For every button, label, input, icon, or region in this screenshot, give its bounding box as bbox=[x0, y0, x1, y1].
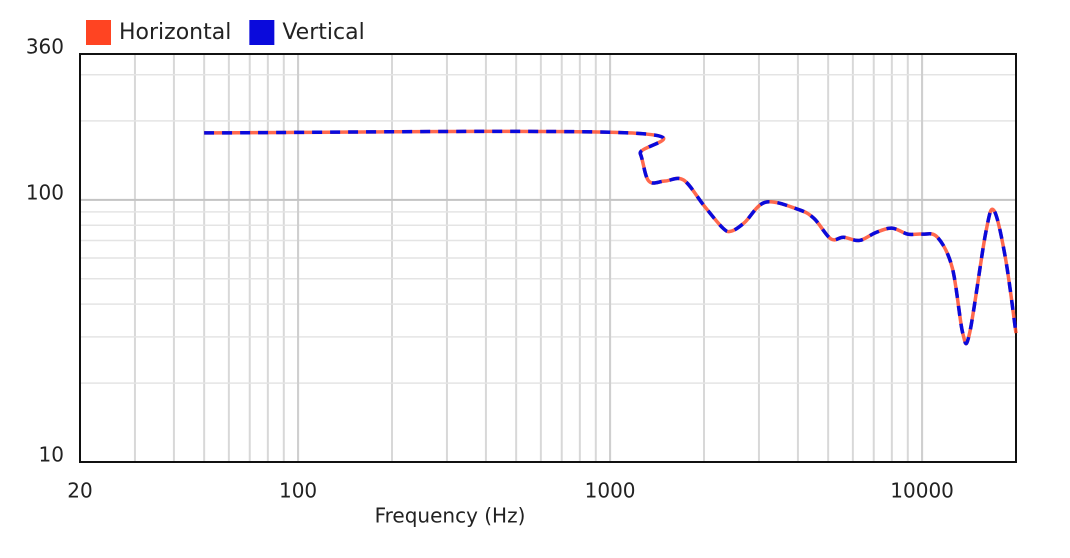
legend-label: Vertical bbox=[282, 20, 364, 45]
legend-swatch bbox=[249, 20, 275, 45]
x-axis-label: Frequency (Hz) bbox=[375, 504, 526, 528]
plot-frame bbox=[79, 53, 1017, 463]
y-tick-label: 10 bbox=[39, 443, 64, 467]
x-tick-label: 10000 bbox=[890, 479, 954, 503]
x-tick-label: 20 bbox=[67, 479, 92, 503]
x-tick-label: 1000 bbox=[585, 479, 636, 503]
series-line bbox=[204, 129, 1018, 346]
legend-swatch bbox=[86, 20, 111, 45]
legend-label: Horizontal bbox=[119, 20, 231, 45]
y-tick-label: 360 bbox=[26, 35, 64, 59]
x-tick-label: 100 bbox=[279, 479, 317, 503]
y-tick-label: 100 bbox=[26, 180, 64, 204]
